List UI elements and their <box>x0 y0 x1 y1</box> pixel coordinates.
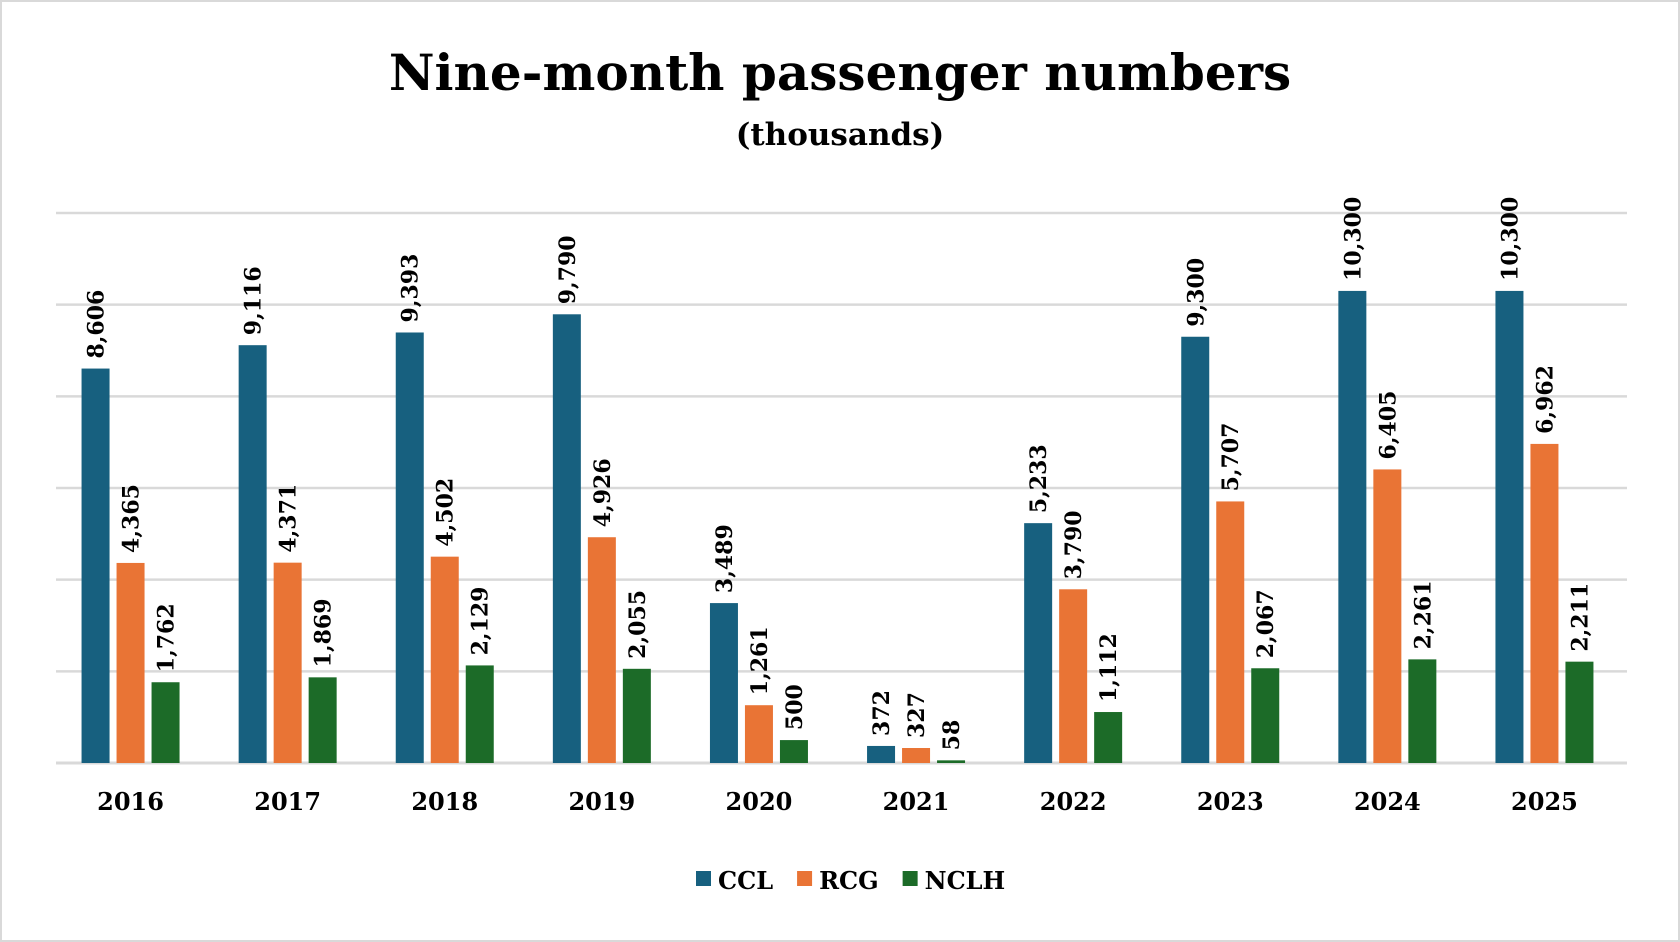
data-label: 1,869 <box>311 598 337 667</box>
data-label: 10,300 <box>1340 197 1366 281</box>
x-tick-label: 2023 <box>1197 787 1264 816</box>
x-tick-label: 2018 <box>411 787 478 816</box>
bar-nclh-2016 <box>151 682 180 763</box>
bar-rcg-2016 <box>116 562 145 763</box>
data-label: 9,393 <box>398 254 424 323</box>
data-label: 4,502 <box>433 478 459 547</box>
data-label: 2,129 <box>468 587 494 656</box>
data-label: 1,762 <box>154 603 180 672</box>
data-label: 58 <box>939 720 965 751</box>
bar-rcg-2024 <box>1373 469 1402 763</box>
chart-subtitle: (thousands) <box>736 117 945 153</box>
data-label: 8,606 <box>84 290 110 359</box>
data-label: 372 <box>869 690 895 736</box>
bar-ccl-2025 <box>1495 290 1524 763</box>
x-tick-label: 2021 <box>883 787 950 816</box>
bar-nclh-2021 <box>937 760 966 763</box>
data-label: 4,371 <box>276 484 302 553</box>
bar-ccl-2023 <box>1181 336 1210 763</box>
bar-ccl-2016 <box>81 368 110 763</box>
bar-nclh-2018 <box>465 665 494 763</box>
data-label: 6,962 <box>1532 365 1558 434</box>
bar-nclh-2023 <box>1251 668 1280 763</box>
bar-nclh-2022 <box>1094 712 1123 763</box>
data-label: 9,790 <box>555 235 581 304</box>
legend-swatch-ccl <box>696 871 711 886</box>
bar-rcg-2022 <box>1059 589 1088 763</box>
bar-rcg-2020 <box>744 705 773 763</box>
bar-nclh-2024 <box>1408 659 1437 763</box>
data-label: 3,790 <box>1061 510 1087 579</box>
x-tick-label: 2017 <box>254 787 321 816</box>
bar-ccl-2021 <box>867 745 896 763</box>
legend-swatch-rcg <box>797 871 813 886</box>
legend-label-rcg: RCG <box>819 866 879 895</box>
x-tick-label: 2019 <box>568 787 635 816</box>
bar-ccl-2022 <box>1024 523 1053 763</box>
data-label: 5,707 <box>1218 423 1244 492</box>
data-label: 500 <box>782 684 808 730</box>
data-label: 1,112 <box>1096 633 1122 702</box>
data-label: 2,211 <box>1567 583 1593 652</box>
bar-nclh-2025 <box>1565 661 1594 763</box>
bar-rcg-2023 <box>1216 501 1245 763</box>
data-label: 4,926 <box>590 458 616 527</box>
data-label: 2,261 <box>1410 580 1436 649</box>
x-tick-label: 2025 <box>1511 787 1578 816</box>
x-tick-label: 2022 <box>1040 787 1107 816</box>
legend-swatch-nclh <box>902 871 918 886</box>
bar-rcg-2025 <box>1530 443 1559 763</box>
data-label: 6,405 <box>1375 391 1401 460</box>
bar-ccl-2018 <box>395 332 424 763</box>
data-label: 2,055 <box>625 590 651 659</box>
x-tick-label: 2016 <box>97 787 164 816</box>
data-label: 9,116 <box>241 266 267 335</box>
data-label: 5,233 <box>1026 444 1052 513</box>
bar-rcg-2021 <box>902 748 931 763</box>
data-label: 3,489 <box>712 524 738 593</box>
chart-title: Nine-month passenger numbers <box>389 43 1291 102</box>
data-label: 10,300 <box>1497 197 1523 281</box>
data-label: 9,300 <box>1183 258 1209 327</box>
bar-nclh-2019 <box>622 668 651 763</box>
bar-nclh-2017 <box>308 677 337 763</box>
bar-ccl-2019 <box>552 314 581 763</box>
legend-label-ccl: CCL <box>718 866 773 895</box>
legend-label-nclh: NCLH <box>925 866 1006 895</box>
data-label: 4,365 <box>119 484 145 553</box>
bar-ccl-2017 <box>238 345 267 763</box>
data-label: 327 <box>904 692 930 738</box>
bar-rcg-2017 <box>273 562 302 763</box>
bar-ccl-2020 <box>709 603 738 763</box>
bar-ccl-2024 <box>1338 290 1367 763</box>
data-label: 2,067 <box>1253 589 1279 658</box>
x-tick-label: 2024 <box>1354 787 1421 816</box>
bar-nclh-2020 <box>779 740 808 763</box>
data-label: 1,261 <box>747 626 773 695</box>
x-tick-label: 2020 <box>726 787 793 816</box>
bar-rcg-2019 <box>587 537 616 763</box>
bar-rcg-2018 <box>430 556 459 763</box>
